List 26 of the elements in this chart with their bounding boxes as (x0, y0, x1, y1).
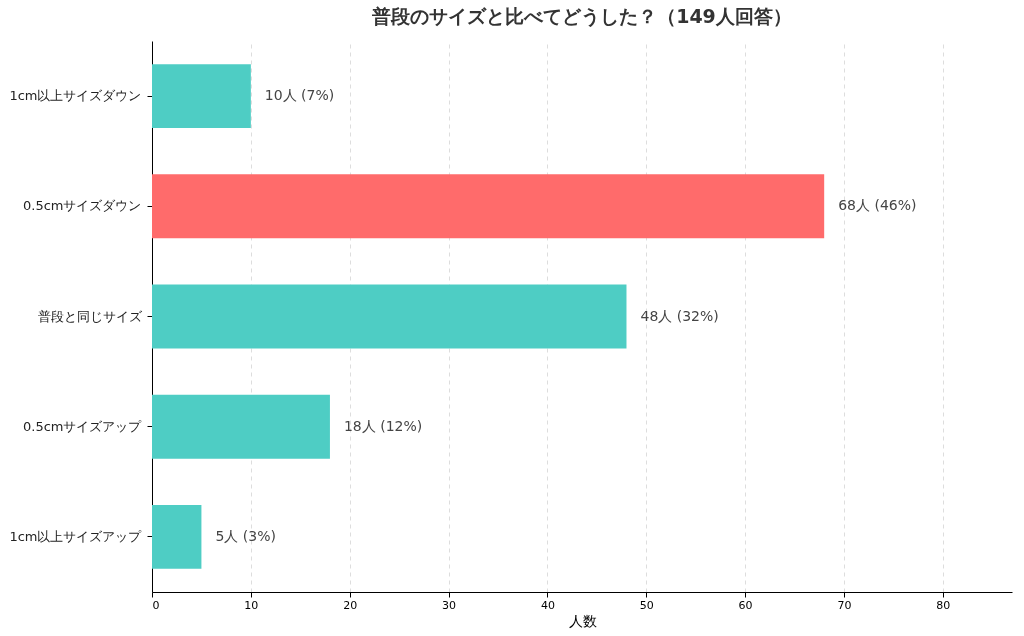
data-label: 10人 (7%) (264, 87, 335, 104)
bar (152, 394, 330, 459)
y-tick-label: 1cm以上サイズダウン (9, 88, 142, 104)
x-tick-label: 80 (936, 598, 951, 612)
data-label: 48人 (32%) (640, 307, 719, 324)
x-tick-label: 50 (639, 598, 654, 612)
x-tick-label: 20 (343, 598, 358, 612)
chart-title: 普段のサイズと比べてどうした？（149人回答） (371, 5, 792, 28)
x-tick-label: 40 (540, 598, 555, 612)
x-tick-label: 60 (738, 598, 753, 612)
data-label: 18人 (12%) (343, 417, 423, 434)
y-tick-label: 0.5cmサイズダウン (23, 198, 142, 214)
data-label: 68人 (46%) (838, 197, 917, 214)
x-tick-label: 30 (442, 598, 457, 612)
x-axis-title: 人数 (568, 612, 597, 629)
x-tick-label: 0 (152, 598, 160, 612)
y-tick-label: 0.5cmサイズアップ (23, 418, 143, 434)
x-tick-label: 70 (837, 598, 852, 612)
bar (152, 504, 202, 569)
x-tick-label: 10 (244, 598, 259, 612)
bar (152, 174, 825, 239)
y-tick-label: 普段と同じサイズ (37, 308, 143, 324)
bar (152, 284, 627, 349)
data-label: 5人 (3%) (215, 527, 276, 544)
bar (152, 64, 251, 129)
y-tick-label: 1cm以上サイズアップ (9, 528, 143, 544)
